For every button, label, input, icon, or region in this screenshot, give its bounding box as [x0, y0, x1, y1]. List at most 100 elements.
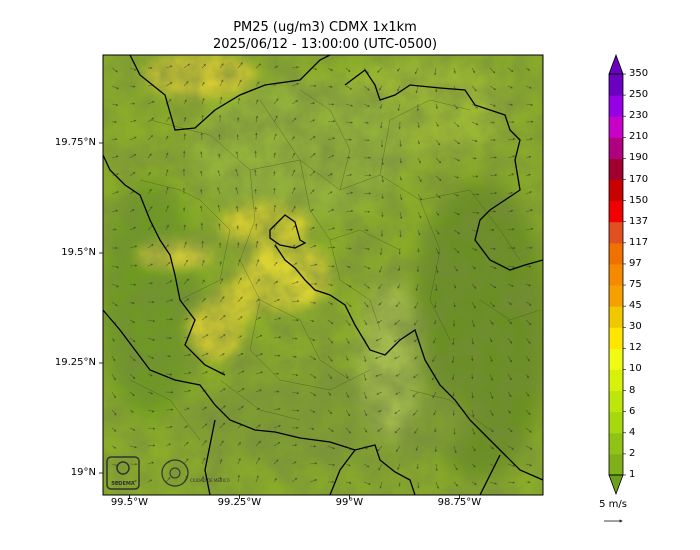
wind-arrow	[129, 85, 136, 88]
wind-arrow	[327, 246, 336, 249]
wind-arrow	[327, 67, 334, 71]
wind-arrow	[431, 373, 437, 381]
wind-arrow	[507, 209, 514, 213]
wind-arrow	[399, 139, 402, 147]
wind-arrow	[489, 173, 498, 177]
wind-arrow	[525, 85, 532, 89]
colorbar-label: 30	[629, 321, 642, 333]
wind-arrow	[471, 211, 480, 215]
wind-arrow	[453, 229, 461, 235]
map-frame	[102, 54, 544, 496]
y-tick-label: 19°N	[70, 467, 96, 478]
wind-arrow	[273, 133, 277, 141]
y-tick-label: 19.75°N	[54, 137, 96, 148]
wind-arrow	[417, 121, 420, 129]
map-subtitle: 2025/06/12 - 13:00:00 (UTC-0500)	[212, 37, 438, 52]
wind-arrow	[255, 115, 259, 123]
wind-arrow	[183, 241, 187, 249]
wind-arrow	[413, 409, 419, 416]
colorbar-label: 350	[629, 68, 649, 79]
wind-arrow	[363, 337, 367, 343]
wind-arrow	[363, 355, 367, 362]
wind-arrow	[507, 265, 516, 269]
wind-arrow	[111, 155, 119, 159]
wind-arrow	[309, 208, 314, 213]
wind-arrow	[183, 116, 187, 123]
wind-arrow	[379, 481, 383, 489]
wind-arrow	[327, 301, 333, 305]
wind-arrow	[453, 481, 458, 487]
wind-arrow	[435, 265, 439, 274]
wind-arrow	[291, 355, 297, 358]
wind-arrow	[129, 283, 137, 286]
wind-arrow	[273, 442, 281, 447]
wind-arrow	[183, 458, 189, 465]
wind-arrow	[471, 229, 479, 233]
wind-arrow	[183, 298, 190, 303]
wind-arrow	[111, 355, 116, 362]
wind-arrow	[471, 391, 474, 399]
colorbar-outline	[608, 73, 624, 476]
wind-arrow	[489, 373, 493, 381]
wind-arrow	[147, 373, 153, 377]
wind-arrow	[237, 296, 243, 303]
wind-arrow	[507, 155, 516, 159]
wind-arrow	[327, 173, 333, 177]
wind-arrow	[201, 315, 208, 321]
wind-arrow	[291, 409, 300, 412]
colorbar-segment	[609, 200, 623, 223]
wind-arrow	[363, 391, 367, 400]
wind-arrow	[453, 463, 458, 471]
wind-arrow	[201, 97, 205, 105]
wind-arrow	[395, 373, 401, 377]
wind-arrow	[397, 103, 401, 112]
wind-arrow	[363, 301, 369, 308]
wind-arrow	[309, 462, 318, 465]
colorbar	[608, 53, 626, 496]
wind-arrow	[489, 67, 496, 74]
wind-arrow	[291, 244, 296, 249]
wind-arrow	[309, 189, 315, 195]
wind-arrow	[451, 373, 455, 381]
wind-arrow	[217, 187, 221, 195]
wind-arrow	[309, 355, 317, 360]
wind-arrow	[111, 481, 120, 484]
wind-arrow	[200, 188, 203, 195]
wind-arrow	[183, 259, 188, 267]
wind-arrow	[273, 115, 278, 123]
colorbar-segment	[609, 306, 623, 328]
wind-arrow	[397, 463, 401, 470]
wind-arrow	[309, 301, 317, 304]
wind-arrow	[525, 409, 531, 416]
wind-arrow	[507, 445, 515, 450]
wind-arrow	[453, 211, 460, 216]
colorbar-segment	[609, 179, 623, 202]
wind-arrow	[235, 187, 239, 195]
wind-arrow	[201, 475, 205, 483]
wind-arrow	[375, 373, 383, 377]
wind-arrow	[435, 175, 442, 182]
wind-arrow	[525, 173, 531, 177]
wind-arrow	[165, 318, 173, 321]
wind-arrow	[471, 103, 479, 109]
wind-arrow	[471, 139, 478, 143]
wind-arrow	[254, 188, 257, 195]
wind-arrow	[453, 67, 456, 74]
wind-arrow	[378, 85, 383, 91]
wind-arrow	[507, 191, 513, 195]
wind-arrow	[237, 405, 244, 411]
wind-arrow	[183, 389, 191, 393]
wind-arrow	[129, 409, 134, 413]
wind-arrow	[435, 121, 439, 127]
wind-arrow	[200, 205, 203, 213]
wind-arrow	[525, 355, 530, 362]
wind-arrow	[219, 476, 222, 483]
wind-arrow	[237, 97, 241, 105]
colorbar-segment	[609, 95, 623, 117]
wind-arrow	[471, 301, 476, 309]
wind-arrow	[399, 175, 402, 181]
wind-arrow	[165, 116, 170, 123]
wind-arrow	[129, 337, 136, 343]
wind-arrow	[237, 370, 245, 375]
